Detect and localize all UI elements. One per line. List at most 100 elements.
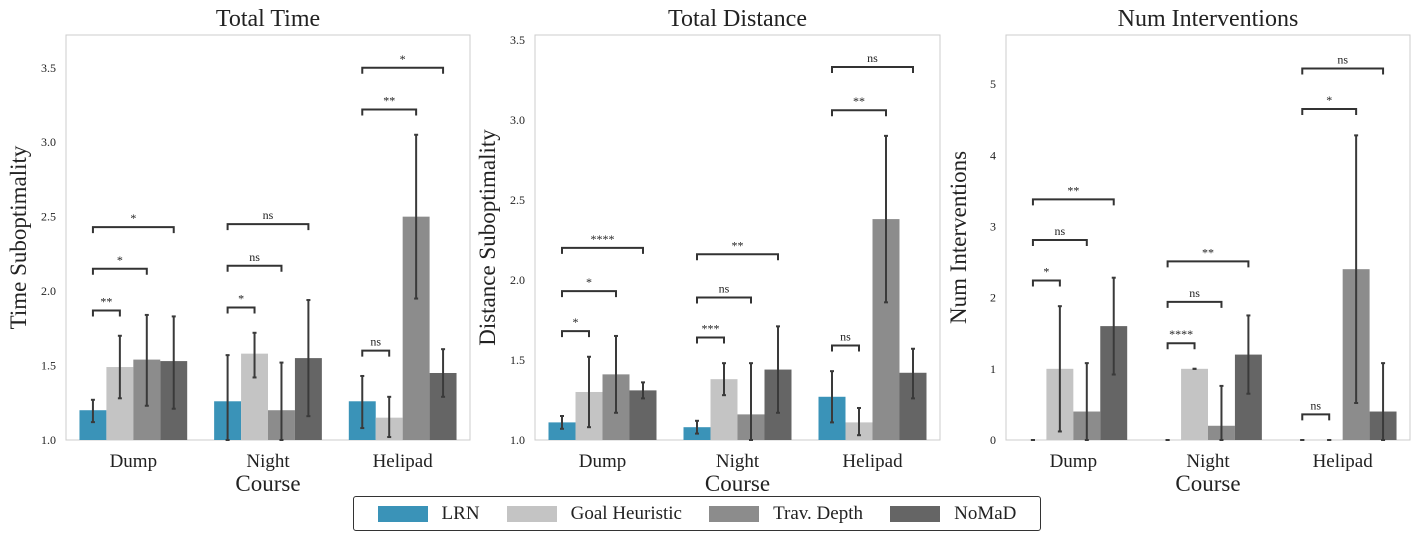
significance-bracket — [361, 66, 445, 74]
significance-bracket — [361, 108, 418, 116]
significance-bracket — [1301, 413, 1331, 421]
significance-label: ns — [840, 330, 851, 344]
y-tick-label: 5 — [990, 77, 996, 91]
legend-label: Goal Heuristic — [570, 502, 682, 524]
y-tick-label: 2.5 — [41, 210, 56, 224]
x-axis-label: Course — [705, 471, 770, 496]
x-tick-label: Night — [716, 451, 760, 472]
significance-bracket — [696, 253, 779, 261]
y-axis-label: Num Interventions — [946, 151, 971, 324]
significance-label: ns — [1055, 224, 1066, 238]
significance-bracket — [831, 109, 887, 117]
y-tick-label: 1.5 — [510, 353, 525, 367]
bar — [548, 422, 576, 440]
legend-label: Trav. Depth — [773, 502, 863, 524]
y-tick-label: 1.0 — [510, 433, 525, 447]
x-axis-label: Course — [235, 471, 300, 496]
y-tick-label: 3.5 — [510, 33, 525, 47]
legend-item-goal-heuristic: Goal Heuristic — [506, 502, 682, 525]
significance-label: ns — [1337, 52, 1348, 66]
y-tick-label: 2.0 — [41, 284, 56, 298]
legend: LRN Goal Heuristic Trav. Depth NoMaD — [353, 496, 1041, 531]
y-tick-label: 2.5 — [510, 193, 525, 207]
significance-bracket — [226, 264, 283, 272]
significance-label: ns — [249, 250, 260, 264]
y-axis-label: Distance Suboptimality — [475, 129, 500, 346]
significance-bracket — [1031, 279, 1061, 287]
significance-label: ** — [100, 294, 112, 308]
y-tick-label: 2 — [990, 291, 996, 305]
significance-bracket — [91, 309, 121, 317]
legend-item-lrn: LRN — [377, 502, 480, 525]
y-tick-label: 1 — [990, 362, 996, 376]
significance-bracket — [91, 267, 148, 275]
legend-label: NoMaD — [954, 502, 1017, 524]
significance-bracket — [1166, 260, 1250, 268]
panel-2: Num Interventions 0 1 2 3 4 5 Num Interventions… — [946, 6, 1411, 496]
significance-label: ** — [383, 93, 395, 107]
legend-swatch — [506, 505, 557, 522]
significance-label: ns — [1310, 398, 1321, 412]
legend-swatch — [377, 505, 428, 522]
legend-item-trav-depth: Trav. Depth — [709, 503, 863, 525]
x-axis-label: Course — [1175, 471, 1240, 496]
y-tick-label: 3 — [990, 219, 996, 233]
x-tick-label: Night — [246, 451, 290, 472]
significance-label: * — [586, 275, 592, 289]
y-axis-label: Time Suboptimality — [6, 145, 31, 329]
significance-label: * — [130, 211, 136, 225]
legend-item-nomad: NoMaD — [890, 503, 1016, 525]
significance-bracket — [226, 306, 256, 314]
y-tick-label: 1.5 — [41, 359, 56, 373]
y-tick-label: 2.0 — [510, 273, 525, 287]
bar — [1181, 368, 1208, 440]
x-tick-label: Helipad — [842, 451, 903, 472]
legend-swatch — [709, 505, 760, 522]
significance-label: ** — [732, 238, 744, 252]
significance-bracket — [1031, 198, 1115, 206]
significance-label: * — [573, 315, 579, 329]
panel-0: Total Time 1.0 1.5 2.0 2.5 3.0 3.5 Time Subopti… — [6, 6, 471, 496]
significance-bracket — [1031, 238, 1088, 246]
significance-bracket — [91, 226, 175, 234]
significance-bracket — [226, 223, 310, 231]
significance-bracket — [1166, 300, 1223, 308]
significance-label: **** — [591, 232, 615, 246]
significance-label: * — [1326, 93, 1332, 107]
significance-bracket — [1301, 67, 1385, 75]
legend-swatch — [890, 505, 941, 522]
y-tick-label: 1.0 — [41, 433, 56, 447]
chart-title: Num Interventions — [1118, 6, 1299, 32]
significance-label: ns — [370, 335, 381, 349]
significance-label: ns — [1189, 286, 1200, 300]
significance-label: ** — [1202, 245, 1214, 259]
significance-bracket — [361, 349, 391, 357]
chart-title: Total Time — [216, 6, 320, 32]
y-tick-label: 4 — [990, 148, 996, 162]
significance-bracket — [1166, 342, 1196, 350]
significance-label: ** — [1067, 183, 1079, 197]
x-tick-label: Night — [1186, 451, 1230, 472]
significance-bracket — [561, 246, 644, 254]
legend-label: LRN — [441, 502, 480, 524]
x-tick-label: Helipad — [1313, 451, 1374, 472]
y-tick-label: 0 — [990, 433, 996, 447]
significance-label: ns — [263, 208, 274, 222]
significance-bracket — [831, 66, 914, 74]
y-tick-label: 3.0 — [41, 135, 56, 149]
significance-label: ns — [867, 51, 878, 65]
significance-bracket — [561, 330, 590, 338]
significance-bracket — [831, 344, 860, 352]
y-tick-label: 3.0 — [510, 113, 525, 127]
chart-title: Total Distance — [668, 6, 807, 32]
significance-bracket — [696, 336, 725, 344]
significance-label: *** — [702, 322, 720, 336]
significance-label: * — [238, 291, 244, 305]
significance-label: * — [400, 52, 406, 66]
significance-bracket — [696, 296, 752, 304]
significance-bracket — [1301, 108, 1358, 116]
significance-bracket — [561, 290, 617, 298]
significance-label: **** — [1169, 327, 1193, 341]
x-tick-label: Dump — [1050, 451, 1098, 472]
